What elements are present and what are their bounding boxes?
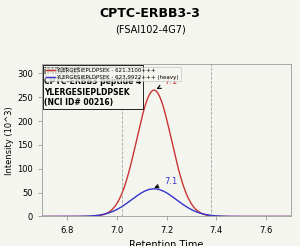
Text: 7.1: 7.1 <box>155 177 177 188</box>
Text: 7.1: 7.1 <box>158 77 177 88</box>
Text: (FSAI102-4G7): (FSAI102-4G7) <box>115 25 185 35</box>
Legend: YLERGESIEPLDPSEK - 621.3100+++, YLERGESIEPLDPSEK - 623.9922+++ (heavy): YLERGESIEPLDPSEK - 621.3100+++, YLERGESI… <box>45 67 181 81</box>
Y-axis label: Intensity (10^3): Intensity (10^3) <box>5 106 14 175</box>
Text: iMRM of
CPTC-ERBB3 peptide 4
YLERGESIEPLDPSEK
(NCI ID# 00216): iMRM of CPTC-ERBB3 peptide 4 YLERGESIEPL… <box>44 67 142 107</box>
Text: CPTC-ERBB3-3: CPTC-ERBB3-3 <box>100 7 200 20</box>
X-axis label: Retention Time: Retention Time <box>129 240 204 246</box>
